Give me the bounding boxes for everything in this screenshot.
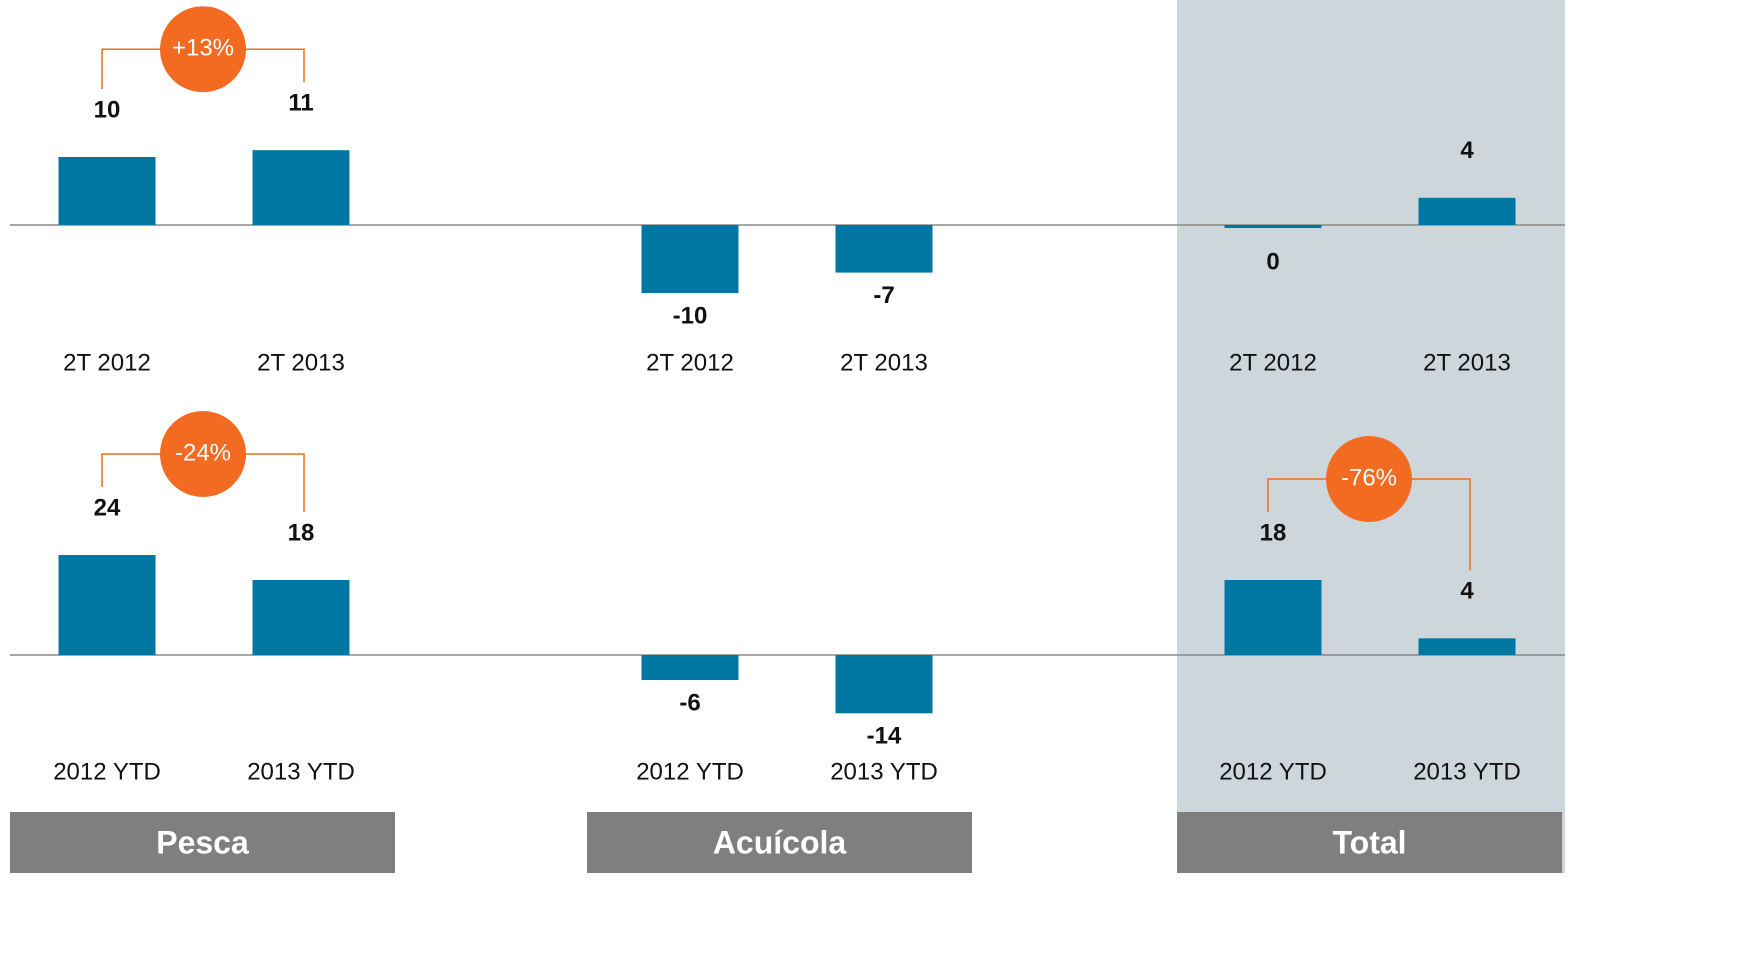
bar	[58, 157, 156, 225]
panel-box	[1177, 812, 1562, 873]
x-tick-label: 2T 2012	[63, 349, 151, 376]
value-label: -6	[679, 689, 700, 716]
x-tick-label: 2012 YTD	[53, 758, 161, 785]
bar	[58, 555, 156, 655]
value-label: -14	[867, 723, 902, 750]
x-tick-label: 2013 YTD	[247, 758, 355, 785]
value-label: 10	[94, 96, 121, 123]
value-label: 24	[94, 494, 121, 521]
bar	[252, 150, 350, 225]
value-label: 11	[288, 90, 313, 117]
value-label: 4	[1460, 137, 1474, 164]
x-tick-label: 2T 2012	[1229, 349, 1317, 376]
change-label: +13%	[172, 35, 234, 62]
change-label: -24%	[175, 439, 231, 466]
value-label: -7	[873, 282, 894, 309]
bar	[1224, 225, 1322, 228]
value-label: 4	[1460, 578, 1474, 605]
bar	[1418, 638, 1516, 655]
bar	[641, 655, 739, 680]
value-label: 18	[1260, 519, 1287, 546]
badge	[160, 411, 246, 497]
panel-box	[10, 812, 395, 873]
bar	[1418, 197, 1516, 225]
badge	[160, 6, 246, 93]
x-tick-label: 2012 YTD	[636, 758, 744, 785]
bar	[641, 225, 739, 293]
panel-label: Pesca	[156, 824, 249, 860]
change-label: -76%	[1341, 464, 1397, 491]
bar	[835, 655, 933, 714]
x-tick-label: 2T 2013	[840, 349, 928, 376]
x-tick-label: 2T 2013	[1423, 349, 1511, 376]
panel-label: Acuícola	[713, 824, 847, 860]
panel-label: Total	[1332, 824, 1406, 860]
x-tick-label: 2T 2012	[646, 349, 734, 376]
bar	[252, 580, 350, 655]
x-tick-label: 2012 YTD	[1219, 758, 1327, 785]
value-label: 18	[288, 519, 315, 546]
x-tick-label: 2013 YTD	[1413, 758, 1521, 785]
value-label: -10	[673, 302, 708, 329]
bar	[1224, 580, 1322, 655]
x-tick-label: 2013 YTD	[830, 758, 938, 785]
bar	[835, 225, 933, 273]
value-label: 0	[1266, 248, 1279, 275]
x-tick-label: 2T 2013	[257, 349, 345, 376]
badge	[1326, 436, 1412, 522]
panel-box	[587, 812, 972, 873]
